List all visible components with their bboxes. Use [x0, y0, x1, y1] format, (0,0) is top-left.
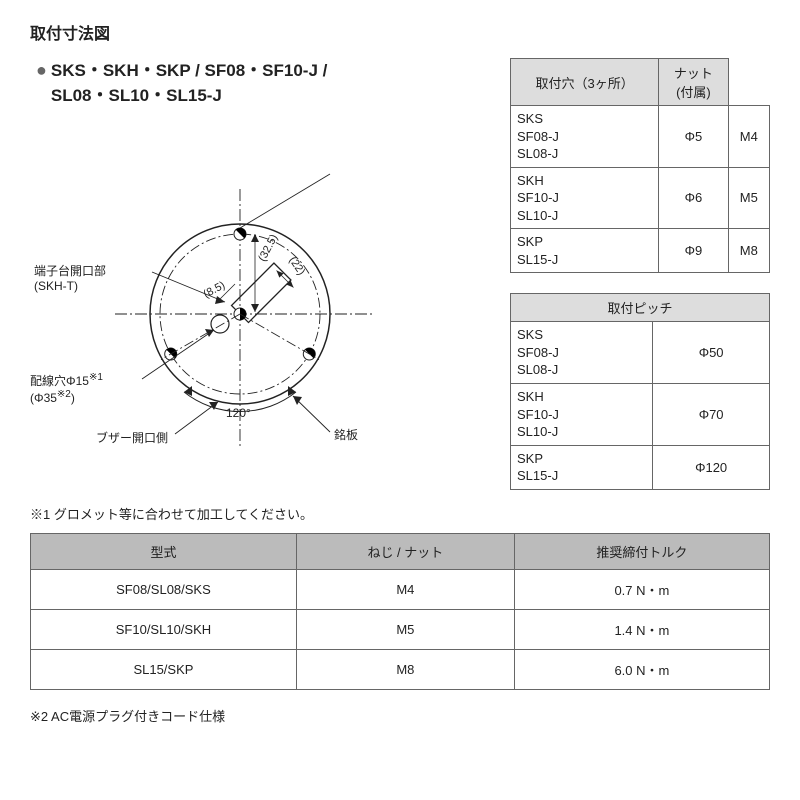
th-pitch: 取付ピッチ [511, 294, 770, 322]
wiring-hole-label: 配線穴Φ15※1 (Φ35※2) [30, 372, 103, 405]
bullet-icon: ● [36, 60, 47, 80]
table-row: SKP SL15-J Φ9 M8 [511, 229, 770, 273]
mounting-pitch-table: 取付ピッチ SKS SF08-J SL08-J Φ50 SKH SF10-J S… [510, 293, 770, 489]
angle-label: 120° [226, 406, 251, 420]
th-model: 型式 [31, 533, 297, 569]
torque-table: 型式 ねじ / ナット 推奨締付トルク SF08/SL08/SKSM40.7 N… [30, 533, 770, 690]
nameplate-label: 銘板 [334, 426, 358, 443]
th-torque: 推奨締付トルク [514, 533, 769, 569]
note-2: ※2 AC電源プラグ付きコード仕様 [30, 706, 770, 725]
page-title: 取付寸法図 [30, 20, 770, 44]
mounting-holes-table: 取付穴（3ヶ所） ナット (付属) SKS SF08-J SL08-J Φ5 M… [510, 58, 770, 273]
table-row: SKS SF08-J SL08-J Φ5 M4 [511, 106, 770, 168]
th-holes: 取付穴（3ヶ所） [511, 59, 659, 106]
note-1: ※1 グロメット等に合わせて加工してください。 [30, 504, 770, 523]
diagram-column: ●SKS・SKH・SKP / SF08・SF10-J / ●SL08・SL10・… [30, 58, 498, 474]
side-tables: 取付穴（3ヶ所） ナット (付属) SKS SF08-J SL08-J Φ5 M… [510, 58, 770, 490]
table-row: SF08/SL08/SKSM40.7 N・m [31, 569, 770, 609]
table-row: SKS SF08-J SL08-J Φ50 [511, 322, 770, 384]
heading-line1: SKS・SKH・SKP / SF08・SF10-J / [51, 61, 328, 80]
mounting-diagram: 端子台開口部(SKH-T) 配線穴Φ15※1 (Φ35※2) ブザー開口側 銘板… [30, 114, 430, 474]
top-row: ●SKS・SKH・SKP / SF08・SF10-J / ●SL08・SL10・… [30, 58, 770, 490]
th-screw: ねじ / ナット [296, 533, 514, 569]
table-row: SKP SL15-J Φ120 [511, 445, 770, 489]
buzzer-label: ブザー開口側 [96, 429, 168, 446]
table-row: SKH SF10-J SL10-J Φ6 M5 [511, 167, 770, 229]
th-nut: ナット (付属) [659, 59, 728, 106]
heading-line2: SL08・SL10・SL15-J [51, 86, 222, 105]
diagram-svg [30, 114, 430, 474]
table-row: SKH SF10-J SL10-J Φ70 [511, 384, 770, 446]
table-row: SF10/SL10/SKHM51.4 N・m [31, 609, 770, 649]
terminal-label: 端子台開口部(SKH-T) [34, 262, 106, 293]
table-row: SL15/SKPM86.0 N・m [31, 649, 770, 689]
model-heading: ●SKS・SKH・SKP / SF08・SF10-J / ●SL08・SL10・… [30, 58, 498, 108]
